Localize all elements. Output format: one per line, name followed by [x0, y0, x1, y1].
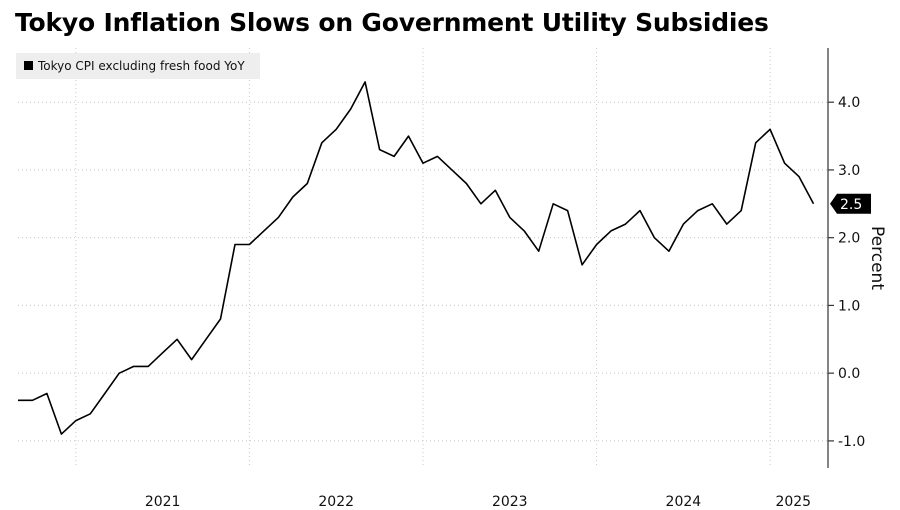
axis-layer: -1.0 0.0 1.0 2.0 3.0 4.0 2021 2022 2023 2024 2025 P… — [145, 48, 887, 510]
y-tick-label: 2.0 — [838, 231, 860, 247]
x-tick-label: 2021 — [145, 494, 181, 510]
y-tick-label: 4.0 — [838, 95, 860, 111]
last-value-tag — [830, 193, 871, 214]
series-layer — [18, 81, 815, 435]
legend-background — [16, 53, 260, 79]
x-tick-label: 2025 — [775, 494, 811, 510]
y-tick-label: 1.0 — [838, 298, 860, 314]
series-line — [18, 81, 815, 435]
legend-label: Tokyo CPI excluding fresh food YoY — [37, 59, 245, 73]
y-tick-label: -1.0 — [838, 434, 865, 450]
x-tick-label: 2023 — [492, 494, 528, 510]
legend-swatch — [24, 61, 33, 70]
y-tick-label: 0.0 — [838, 366, 860, 382]
grid-layer — [18, 48, 828, 468]
y-tick-label: 3.0 — [838, 163, 860, 179]
last-value-label: 2.5 — [840, 197, 862, 213]
chart-title: Tokyo Inflation Slows on Government Util… — [15, 8, 769, 37]
x-tick-label: 2024 — [666, 494, 702, 510]
legend: Tokyo CPI excluding fresh food YoY — [16, 53, 260, 79]
x-tick-label: 2022 — [318, 494, 354, 510]
y-axis-label: Percent — [867, 226, 887, 290]
last-value-layer: 2.5 — [830, 193, 871, 214]
